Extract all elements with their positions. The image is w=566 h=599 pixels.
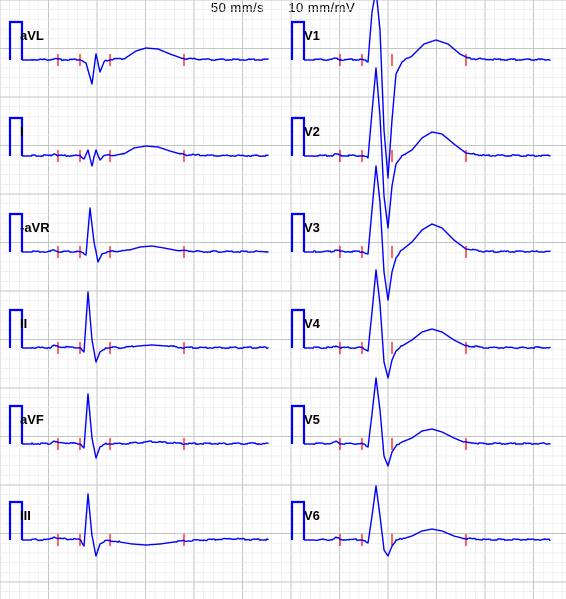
- lead-label-V2: V2: [304, 124, 320, 139]
- cal-pulse: [292, 22, 304, 60]
- lead-V6: [292, 486, 550, 556]
- lead-label-I: I: [20, 124, 24, 139]
- cal-pulse: [292, 406, 304, 444]
- lead-label-V4: V4: [304, 316, 320, 331]
- ecg-grid: [0, 0, 566, 599]
- ecg-canvas: [0, 0, 566, 599]
- lead-V5: [292, 378, 550, 466]
- cal-pulse: [292, 118, 304, 156]
- cal-pulse: [292, 502, 304, 540]
- lead-label-aVF: aVF: [20, 412, 44, 427]
- lead-label-V5: V5: [304, 412, 320, 427]
- lead-label-III: III: [20, 508, 31, 523]
- lead-label-V6: V6: [304, 508, 320, 523]
- lead-label-V3: V3: [304, 220, 320, 235]
- lead-label-II: II: [20, 316, 27, 331]
- lead-label-V1: V1: [304, 28, 320, 43]
- cal-pulse: [292, 310, 304, 348]
- lead-label-aVR: -aVR: [20, 220, 50, 235]
- lead-V4: [292, 270, 550, 378]
- lead-label-aVL: aVL: [20, 28, 44, 43]
- lead-V1: [292, 0, 550, 178]
